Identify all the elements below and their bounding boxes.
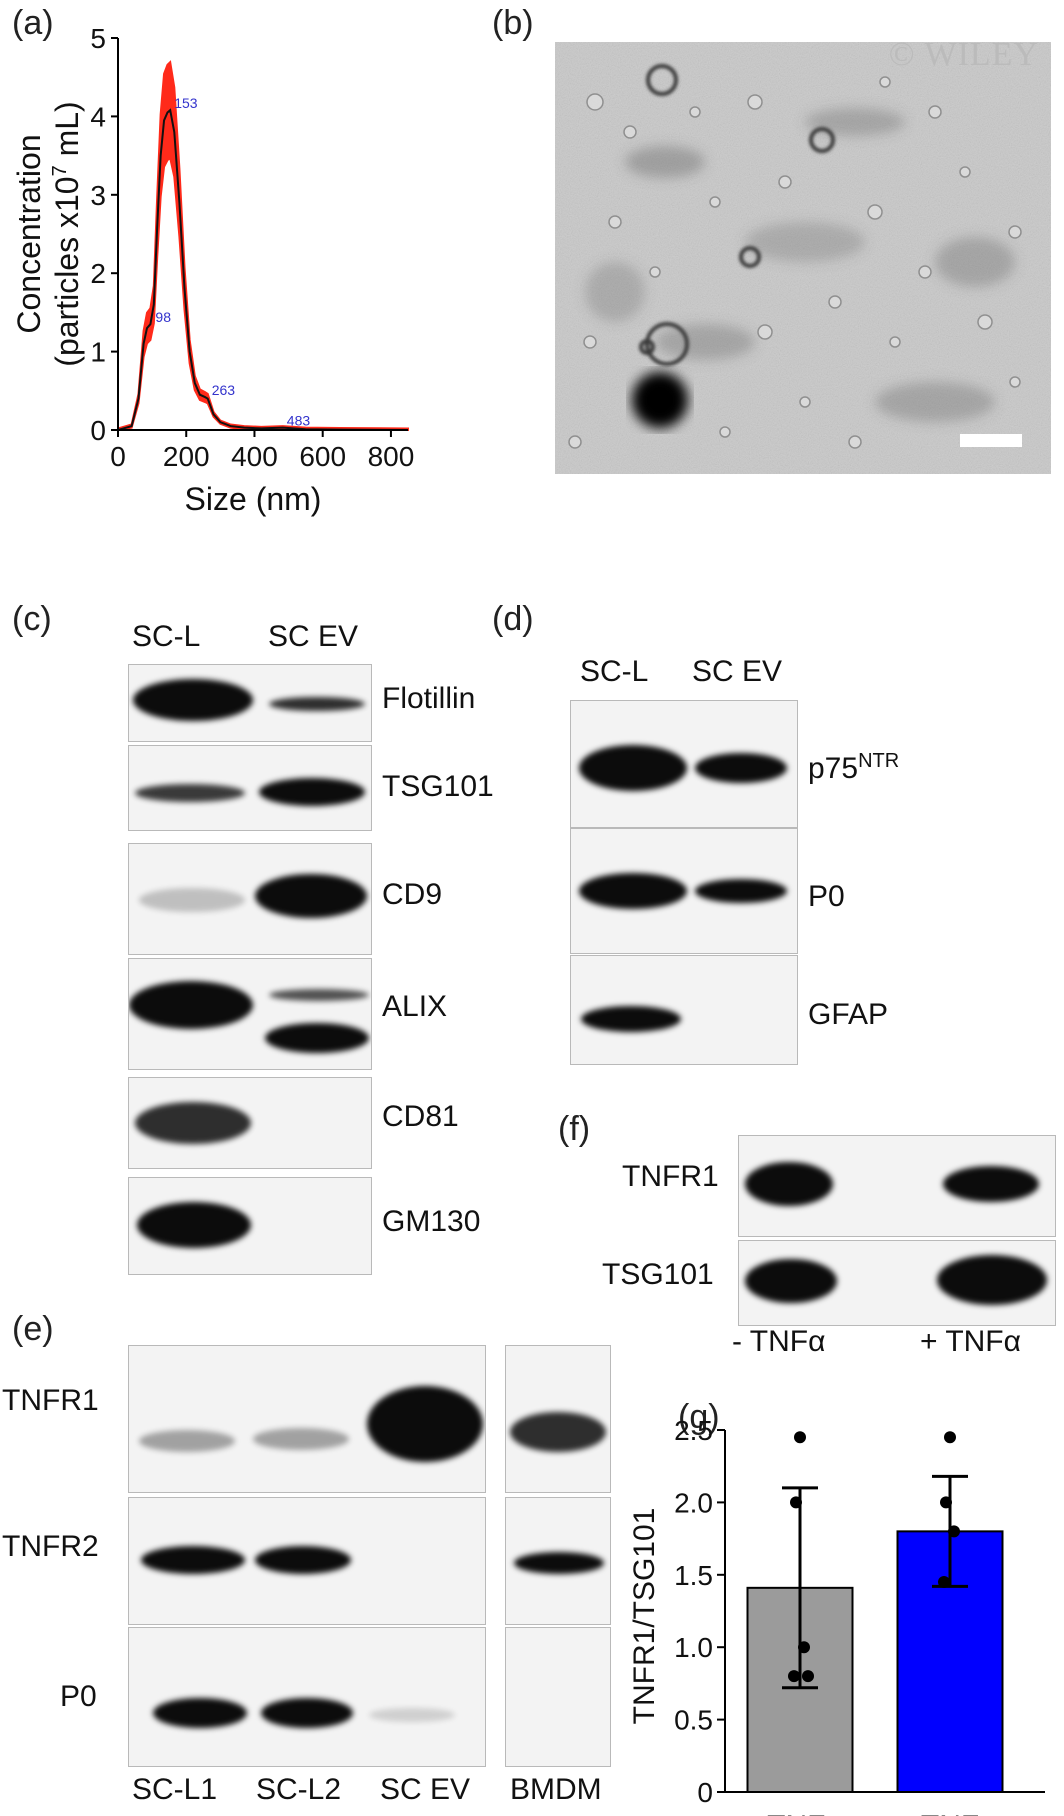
y-tick-label: 0 [697, 1777, 713, 1808]
y-tick-label: 4 [90, 101, 106, 132]
blot-c-tsg101 [128, 745, 372, 831]
blot-d-p75ntr [570, 700, 798, 828]
blot-e-tnfr1-bmdm [505, 1345, 611, 1493]
panel-label-a: (a) [12, 4, 54, 42]
row-label-d-p0: P0 [808, 880, 845, 913]
blot-c-cd9 [128, 843, 372, 955]
watermark: © WILEY [888, 42, 1039, 73]
peak-label: 98 [155, 309, 171, 325]
lane-label-e-4: BMDM [510, 1773, 602, 1806]
panel-label-c: (c) [12, 600, 52, 638]
y-tick-label: 3 [90, 180, 106, 211]
x-tick-label: 400 [231, 441, 278, 472]
lane-label-c-1: SC-L [132, 620, 201, 653]
y-tick-label: 1 [90, 337, 106, 368]
lane-label-d-2: SC EV [692, 655, 783, 688]
error-band [117, 60, 409, 432]
row-label-c-flotillin: Flotillin [382, 682, 476, 715]
row-label-e-tnfr1: TNFR1 [2, 1384, 99, 1417]
y-axis-label-line1: Concentration [11, 134, 47, 333]
peak-label: 153 [174, 95, 198, 111]
row-label-c-cd9: CD9 [382, 878, 443, 911]
blot-f-tnfr1 [738, 1135, 1056, 1237]
data-point [940, 1496, 952, 1509]
data-point [798, 1641, 810, 1654]
peak-label: 263 [212, 382, 236, 398]
row-label-c-cd81: CD81 [382, 1100, 459, 1133]
row-label-f-tsg101: TSG101 [602, 1258, 714, 1291]
row-label-e-p0: P0 [60, 1680, 97, 1713]
lane-label-f-2: + TNFα [920, 1325, 1021, 1358]
blot-d-gfap [570, 955, 798, 1065]
row-label-d-p75ntr: p75NTR [808, 750, 900, 785]
data-point [948, 1525, 960, 1538]
x-tick-label: 800 [368, 441, 415, 472]
data-point [794, 1431, 806, 1444]
x-tick-label: 200 [163, 441, 210, 472]
blot-e-p0-bmdm [505, 1627, 611, 1767]
y-tick-label: 2 [90, 258, 106, 289]
tem-micrograph: © WILEY [555, 42, 1051, 474]
y-tick-label: 1.5 [674, 1560, 713, 1591]
row-label-c-gm130: GM130 [382, 1205, 481, 1238]
lane-label-e-3: SC EV [380, 1773, 471, 1806]
peak-label: 483 [287, 413, 311, 429]
blot-e-tnfr2-main [128, 1497, 486, 1625]
y-axis-label-line2: (particles x107 mL) [49, 101, 85, 366]
data-point [788, 1670, 800, 1683]
panel-label-d: (d) [492, 600, 534, 638]
blot-e-tnfr2-bmdm [505, 1497, 611, 1625]
x-tick-label: 600 [299, 441, 346, 472]
row-label-d-gfap: GFAP [808, 998, 889, 1031]
row-label-c-tsg101: TSG101 [382, 770, 494, 803]
y-tick-label: 1.0 [674, 1632, 713, 1663]
x-tick-label: -TNFα [757, 1810, 843, 1816]
blot-c-cd81 [128, 1077, 372, 1169]
data-point [944, 1431, 956, 1444]
lane-label-f-1: - TNFα [732, 1325, 826, 1358]
blot-f-tsg101 [738, 1240, 1056, 1326]
lane-label-c-2: SC EV [268, 620, 359, 653]
data-point [938, 1576, 950, 1589]
row-label-e-tnfr2: TNFR2 [2, 1530, 99, 1563]
lane-label-e-2: SC-L2 [256, 1773, 342, 1806]
blot-d-p0 [570, 828, 798, 954]
panel-label-e: (e) [12, 1310, 54, 1348]
x-tick-label: +TNFα [903, 1810, 996, 1816]
panel-label-g: (g) [678, 1398, 720, 1436]
blot-e-p0-main [128, 1627, 486, 1767]
lane-label-e-1: SC-L1 [132, 1773, 218, 1806]
y-tick-label: 0 [90, 415, 106, 446]
blot-c-gm130 [128, 1177, 372, 1275]
panel-label-f: (f) [558, 1110, 591, 1148]
blot-c-flotillin [128, 664, 372, 742]
y-axis-label: TNFR1/TSG101 [628, 1508, 661, 1725]
data-point [790, 1496, 802, 1509]
data-point [802, 1670, 814, 1683]
panel-label-b: (b) [492, 4, 534, 42]
y-tick-label: 0.5 [674, 1705, 713, 1736]
y-tick-label: 5 [90, 23, 106, 54]
row-label-f-tnfr1: TNFR1 [622, 1160, 719, 1193]
chart-a: 0 1 2 3 4 5 0 200 400 600 800 98 153 263 483 Size (nm) C… [11, 23, 415, 517]
x-tick-label: 0 [110, 441, 126, 472]
mean-line [117, 108, 409, 431]
y-tick-label: 2.0 [674, 1487, 713, 1518]
lane-label-d-1: SC-L [580, 655, 649, 688]
blot-c-alix [128, 958, 372, 1070]
x-axis-label: Size (nm) [185, 481, 322, 517]
blot-e-tnfr1-main [128, 1345, 486, 1493]
tem-image [555, 42, 1051, 474]
y-tick-label: 2.5 [674, 1415, 713, 1446]
row-label-c-alix: ALIX [382, 990, 448, 1023]
chart-g: -TNFα +TNFα 0 0.5 1.0 1.5 2.0 2.5 TNFR1/TSG101 [628, 1415, 1045, 1816]
